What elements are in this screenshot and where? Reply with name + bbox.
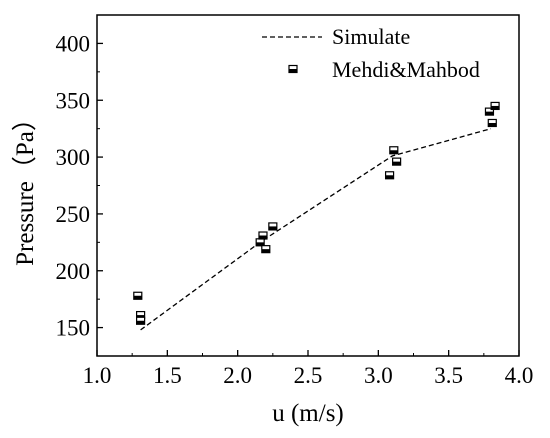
x-tick-label: 2.0 — [223, 363, 252, 388]
x-tick-label: 2.5 — [294, 363, 323, 388]
y-axis-title: Pressure（Pa） — [11, 106, 39, 266]
simulate-series — [140, 128, 492, 331]
y-tick-label: 150 — [56, 316, 91, 341]
y-tick-label: 350 — [56, 88, 91, 113]
legend-mehdi-mahbod-label: Mehdi&Mahbod — [332, 57, 480, 82]
data-point — [389, 146, 399, 155]
mehdi-mahbod-series — [133, 101, 500, 325]
data-point — [487, 118, 497, 128]
x-tick-label: 1.5 — [153, 363, 182, 388]
x-axis-ticks: 1.0 1.5 2.0 2.5 3.0 3.5 4.0 — [83, 350, 534, 388]
simulate-line — [140, 128, 492, 331]
x-tick-label: 3.0 — [364, 363, 393, 388]
legend-marker-square — [288, 64, 298, 74]
legend: Simulate Mehdi&Mahbod — [262, 24, 480, 82]
y-tick-label: 250 — [56, 202, 91, 227]
data-point — [261, 245, 271, 254]
data-point — [384, 171, 395, 180]
x-tick-label: 4.0 — [505, 363, 534, 388]
data-point — [392, 157, 402, 166]
data-point — [255, 238, 265, 247]
y-tick-label: 200 — [56, 259, 91, 284]
legend-mehdi-mahbod-marker — [288, 64, 298, 74]
data-point — [268, 222, 278, 231]
legend-simulate-label: Simulate — [332, 24, 410, 49]
y-axis-ticks: 150 200 250 300 350 400 — [56, 31, 103, 357]
data-point — [490, 101, 500, 111]
data-point — [136, 316, 146, 325]
data-point — [484, 107, 495, 116]
x-tick-label: 1.0 — [83, 363, 112, 388]
y-tick-label: 400 — [56, 31, 91, 56]
x-tick-label: 3.5 — [434, 363, 463, 388]
x-axis-title: u (m/s) — [272, 400, 344, 427]
y-tick-label: 300 — [56, 145, 91, 170]
data-point — [133, 291, 143, 300]
data-point — [258, 231, 268, 240]
